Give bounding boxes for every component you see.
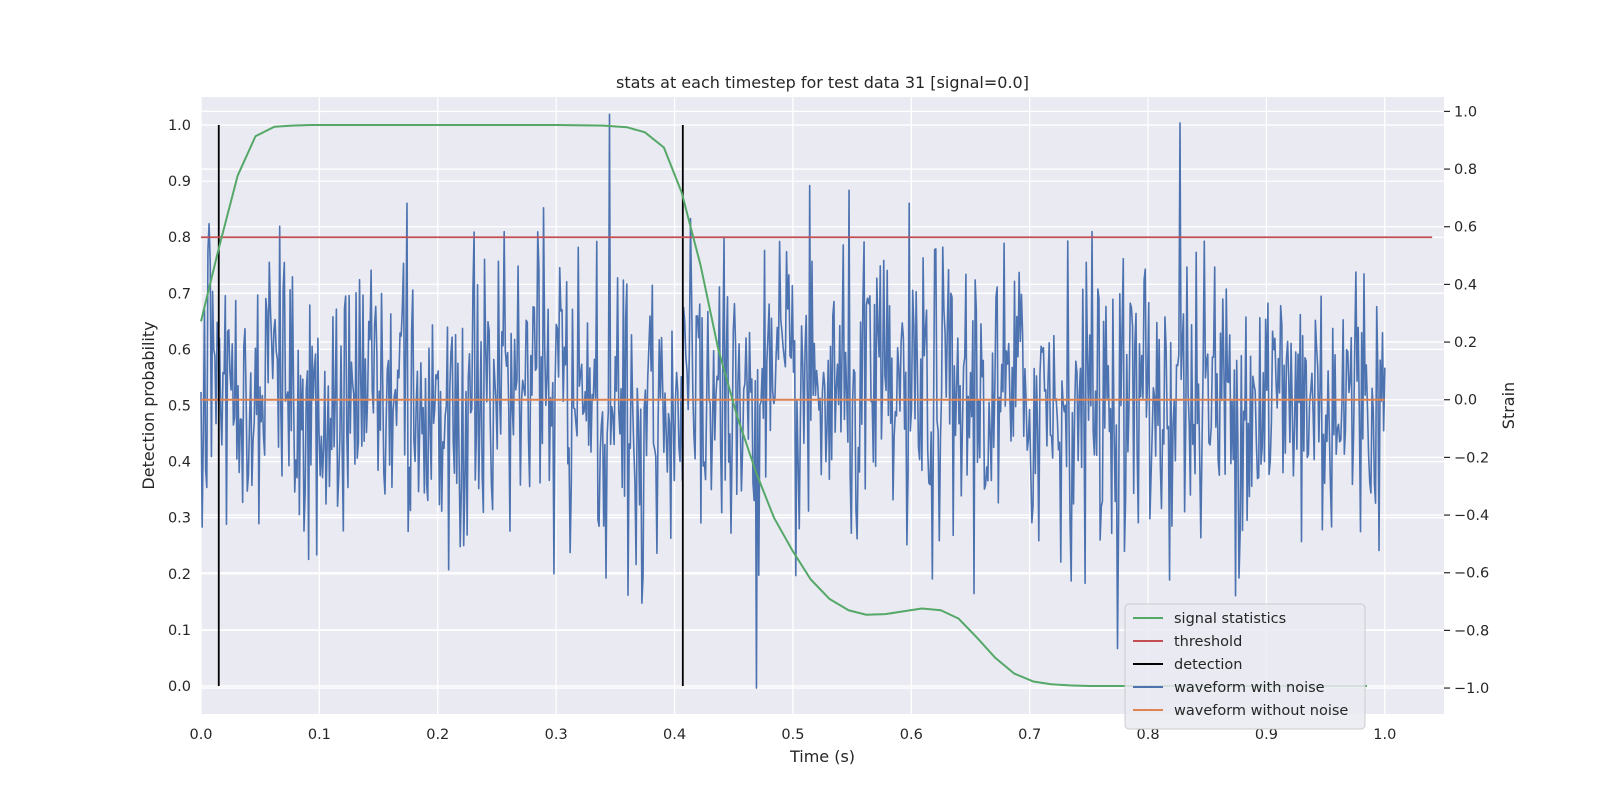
- y-right-tick-label: −0.8: [1454, 623, 1489, 639]
- legend-label: detection: [1174, 657, 1242, 673]
- x-tick-label: 0.0: [189, 727, 212, 743]
- y-axis-label: Detection probability: [139, 321, 158, 489]
- y-tick-label: 0.5: [168, 399, 191, 415]
- x-tick-label: 0.1: [308, 727, 331, 743]
- y-right-tick-label: −0.6: [1454, 566, 1489, 582]
- y-right-tick-label: −1.0: [1454, 681, 1489, 697]
- y-right-tick-label: 0.4: [1454, 277, 1477, 293]
- y-axis-right-label: Strain: [1499, 382, 1518, 429]
- x-tick-label: 1.0: [1373, 727, 1396, 743]
- y-right-tick-label: 1.0: [1454, 104, 1477, 120]
- y-tick-label: 0.9: [168, 174, 191, 190]
- y-tick-label: 0.1: [168, 623, 191, 639]
- x-tick-label: 0.6: [900, 727, 923, 743]
- y-tick-label: 0.2: [168, 567, 191, 583]
- x-tick-label: 0.9: [1255, 727, 1278, 743]
- y-tick-label: 0.8: [168, 230, 191, 246]
- y-right-tick-label: 0.2: [1454, 335, 1477, 351]
- x-tick-label: 0.4: [663, 727, 686, 743]
- y-right-tick-label: 0.0: [1454, 393, 1477, 409]
- y-tick-label: 0.3: [168, 511, 191, 527]
- legend-label: waveform without noise: [1174, 703, 1348, 719]
- legend: signal statistics threshold detection wavef…: [1124, 603, 1366, 730]
- y-right-tick-label: 0.6: [1454, 220, 1477, 236]
- series-waveform-with-noise: [200, 113, 1386, 689]
- chart-title: stats at each timestep for test data 31 …: [616, 73, 1029, 92]
- y-right-tick-label: −0.4: [1454, 508, 1489, 524]
- y-right-tick-label: 0.8: [1454, 162, 1477, 178]
- legend-box: [1124, 603, 1366, 730]
- x-tick-label: 0.7: [1018, 727, 1041, 743]
- x-tick-label: 0.5: [781, 727, 804, 743]
- axes: 0.0 0.1 0.2 0.3 0.4 0.5 0.6 0.7 0.8 0.9 1.0 0.0 0.1 0…: [168, 104, 1489, 743]
- x-tick-label: 0.2: [426, 727, 449, 743]
- x-axis-label: Time (s): [789, 747, 855, 766]
- series-layer: [200, 113, 1433, 689]
- x-tick-label: 0.3: [545, 727, 568, 743]
- y-tick-label: 0.4: [168, 455, 191, 471]
- y-tick-label: 0.0: [168, 679, 191, 695]
- y-tick-label: 0.7: [168, 286, 191, 302]
- legend-label: waveform with noise: [1174, 680, 1325, 696]
- y-tick-label: 0.6: [168, 342, 191, 358]
- legend-label: threshold: [1174, 634, 1242, 650]
- series-signal-statistics: [200, 124, 1368, 687]
- y-right-tick-label: −0.2: [1454, 450, 1489, 466]
- y-tick-label: 1.0: [168, 118, 191, 134]
- legend-label: signal statistics: [1174, 611, 1286, 627]
- x-tick-label: 0.8: [1137, 727, 1160, 743]
